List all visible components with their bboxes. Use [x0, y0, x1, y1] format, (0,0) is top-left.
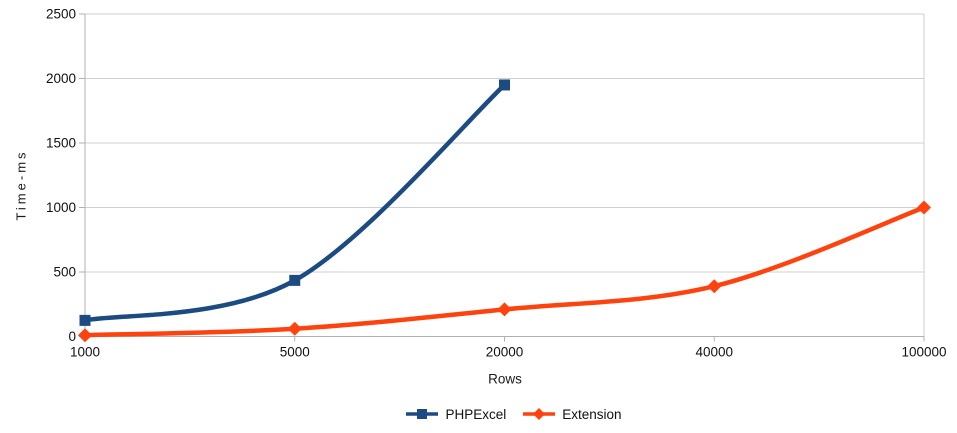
x-tick-label-100000: 100000: [901, 345, 946, 360]
y-tick-label-1500: 1500: [46, 136, 76, 151]
y-axis-title: Time-ms: [13, 149, 29, 221]
point-phpexcel-1000: [79, 314, 91, 326]
point-phpexcel-5000: [289, 274, 301, 286]
x-tick-label-40000: 40000: [695, 345, 733, 360]
x-tick-label-5000: 5000: [280, 345, 310, 360]
point-extension-40000: [707, 279, 722, 294]
y-tick-label-0: 0: [68, 329, 76, 344]
x-tick-label-20000: 20000: [486, 345, 524, 360]
legend-label: Extension: [562, 406, 622, 422]
point-extension-5000: [287, 321, 302, 336]
point-extension-20000: [497, 302, 512, 317]
y-tick-label-1000: 1000: [46, 200, 76, 215]
point-extension-1000: [78, 328, 92, 343]
point-phpexcel-20000: [499, 79, 510, 91]
x-tick-label-1000: 1000: [70, 345, 100, 360]
legend-marker-diamond-icon: [523, 408, 556, 420]
series-line-phpexcel: [82, 82, 507, 323]
legend: PHPExcel Extension: [0, 404, 957, 424]
y-tick-label-2000: 2000: [46, 71, 76, 86]
point-extension-100000: [917, 200, 931, 215]
legend-marker-square-icon: [406, 409, 439, 419]
x-axis-title: Rows: [488, 371, 522, 387]
legend-item-extension: Extension: [522, 406, 622, 422]
legend-label: PHPExcel: [445, 406, 507, 422]
y-tick-label-500: 500: [53, 265, 76, 280]
legend-item-phpexcel: PHPExcel: [405, 407, 506, 422]
y-tick-label-2500: 2500: [46, 7, 76, 22]
chart-plot-area: 0 500 1000 1500 2000 2500 1000 5000 20000 40000 10…: [46, 7, 947, 360]
